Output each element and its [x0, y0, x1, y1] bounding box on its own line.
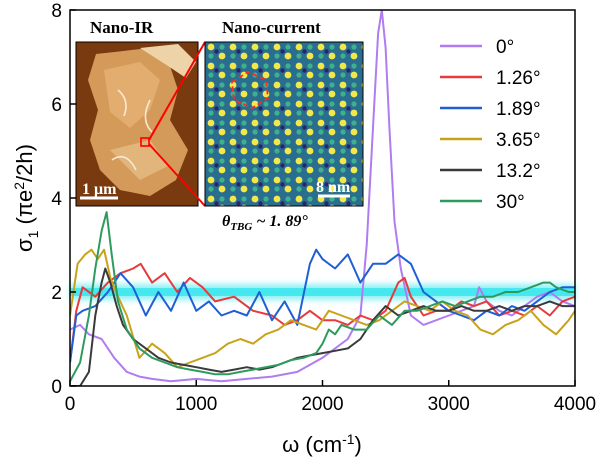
- tick-labels: 0 1000 2000 3000 4000 0 2 4 6 8: [51, 1, 596, 415]
- y-axis-label: σ1 (πe2/2h): [11, 144, 41, 252]
- series-line-1: [70, 262, 575, 363]
- legend-label-0: 0°: [496, 37, 514, 58]
- inset-title-nano-current: Nano-current: [222, 18, 321, 37]
- y-tick-label-0: 0: [51, 377, 62, 398]
- x-tick-label-3: 3000: [428, 394, 470, 415]
- series-line-3: [70, 248, 575, 369]
- x-tick-label-0: 0: [65, 394, 76, 415]
- legend-label-2: 1.89°: [496, 99, 541, 120]
- y-tick-label-1: 2: [51, 283, 62, 304]
- universal-band: [70, 288, 575, 296]
- series-line-4: [70, 267, 575, 386]
- series-lines: [70, 10, 575, 386]
- moire-unit-cell: [231, 70, 269, 110]
- universal-conductivity-band: [70, 284, 575, 300]
- y-tick-label-3: 6: [51, 95, 62, 116]
- x-axis-label: ω (cm-1): [282, 431, 362, 457]
- y-tick-label-2: 4: [51, 189, 62, 210]
- x-tick-label-2: 2000: [301, 394, 343, 415]
- selection-square: [140, 137, 150, 147]
- series-line-0: [70, 10, 575, 383]
- x-tick-label-4: 4000: [554, 394, 596, 415]
- y-tick-label-4: 8: [51, 1, 62, 22]
- inset-title-nano-ir: Nano-IR: [90, 18, 154, 37]
- legend-label-1: 1.26°: [496, 68, 541, 89]
- scale-label-current: 8 nm: [316, 179, 351, 196]
- legend-label-3: 3.65°: [496, 130, 541, 151]
- twist-angle-label: θTBG ~ 1. 89°: [222, 213, 308, 233]
- nano-ir-image: 1 μm: [75, 41, 199, 207]
- scale-label-ir: 1 μm: [82, 181, 117, 198]
- axis-ticks: [69, 9, 576, 387]
- inset-figure: 1 μm 8 nm Nano-IR Nano-current θTBG ~ 1.…: [75, 18, 364, 233]
- x-tick-label-1: 1000: [175, 394, 217, 415]
- nano-current-image: 8 nm: [204, 41, 364, 207]
- connector-top: [148, 41, 206, 141]
- connector-bottom: [148, 143, 206, 207]
- legend-label-4: 13.2°: [496, 161, 541, 182]
- legend-label-5: 30°: [496, 192, 525, 213]
- legend: 0° 1.26° 1.89° 3.65° 13.2° 30°: [440, 37, 541, 213]
- series-line-5: [70, 211, 575, 382]
